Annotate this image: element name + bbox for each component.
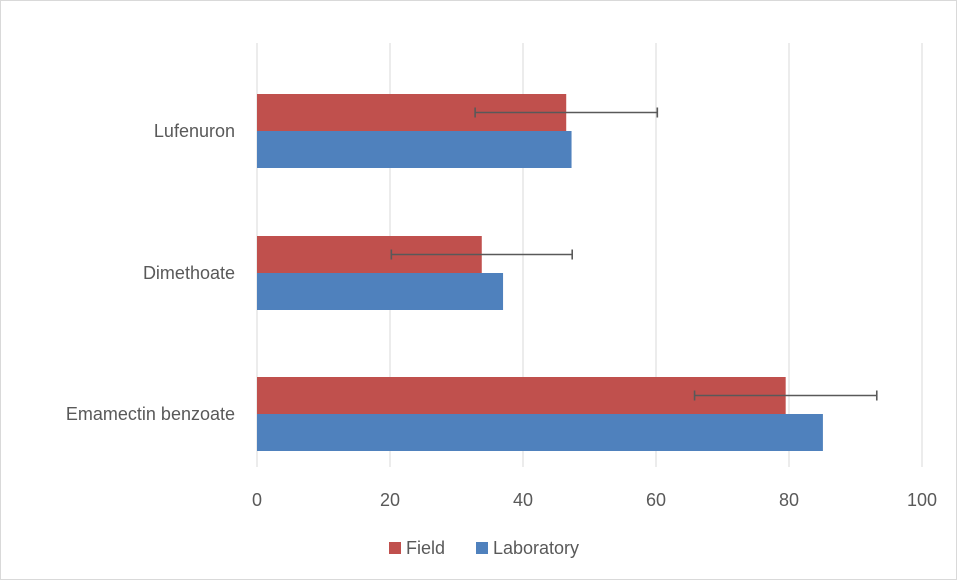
x-tick-label: 0 <box>252 490 262 510</box>
bar-laboratory-lufenuron <box>257 131 572 168</box>
category-label: Dimethoate <box>143 263 235 283</box>
legend-swatch-field <box>389 542 401 554</box>
bar-laboratory-emamectin-benzoate <box>257 414 823 451</box>
legend: Field Laboratory <box>389 538 579 558</box>
legend-label-field: Field <box>406 538 445 558</box>
category-label: Emamectin benzoate <box>66 404 235 424</box>
x-tick-label: 40 <box>513 490 533 510</box>
x-tick-label: 60 <box>646 490 666 510</box>
error-bars <box>390 107 878 401</box>
bars <box>257 94 823 451</box>
legend-swatch-laboratory <box>476 542 488 554</box>
x-tick-label: 100 <box>907 490 937 510</box>
legend-label-laboratory: Laboratory <box>493 538 579 558</box>
x-tick-label: 80 <box>779 490 799 510</box>
category-labels: Lufenuron Dimethoate Emamectin benzoate <box>66 121 235 424</box>
category-label: Lufenuron <box>154 121 235 141</box>
x-tick-label: 20 <box>380 490 400 510</box>
x-tick-labels: 0 20 40 60 80 100 <box>252 490 937 510</box>
bar-laboratory-dimethoate <box>257 273 504 310</box>
